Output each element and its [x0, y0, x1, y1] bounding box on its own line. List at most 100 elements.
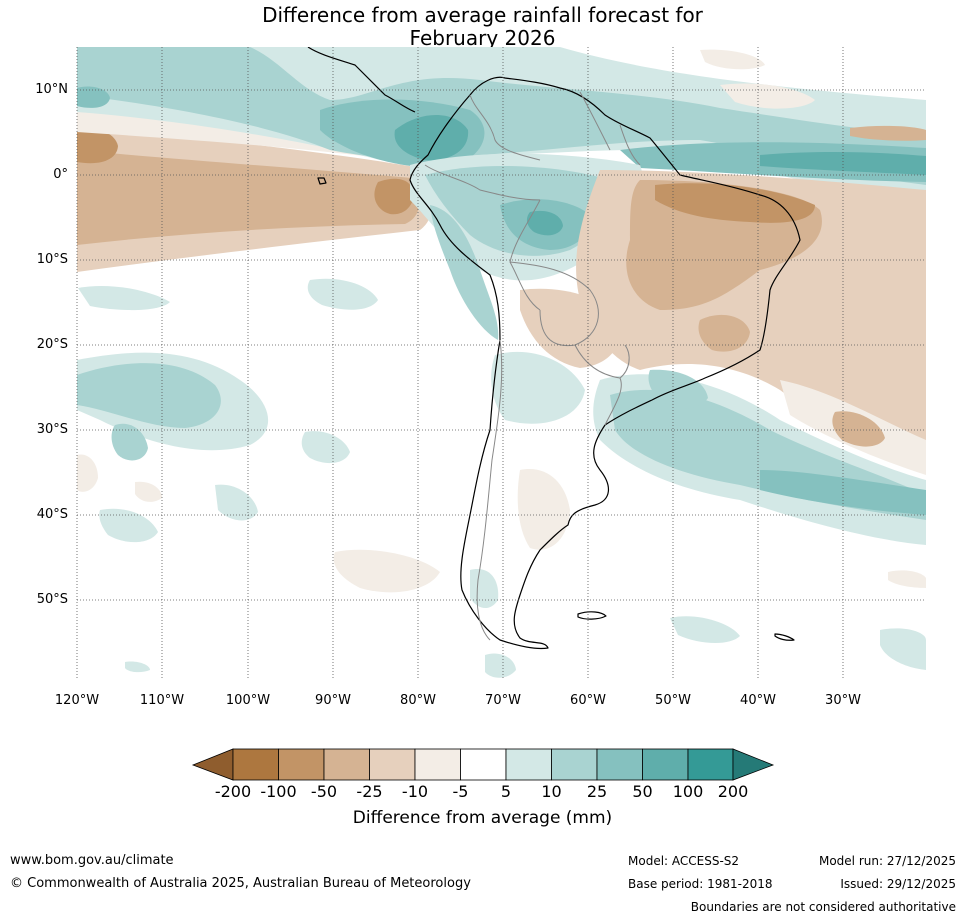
colorbar-tick-11: 200 — [717, 782, 749, 801]
border-bolivia — [509, 261, 599, 347]
wet-patch-drake — [485, 653, 516, 678]
colorbar-swatch-0 — [191, 748, 234, 781]
dry-chaco — [520, 288, 621, 368]
footer-model: Model: ACCESS-S2 — [628, 854, 740, 868]
colorbar-tick-3: -25 — [356, 782, 383, 801]
colorbar-swatch-11 — [687, 748, 734, 781]
lon-label-30w: 30°W — [825, 693, 861, 708]
wet-patch-south-atlantic-east — [670, 616, 740, 644]
lon-label-100w: 100°W — [225, 693, 271, 708]
wet-patch-115w-40s — [99, 508, 158, 543]
lon-label-120w: 120°W — [54, 693, 100, 708]
lon-label-110w: 110°W — [139, 693, 185, 708]
wet-south-pacific-patch — [111, 423, 148, 461]
central-america-coast — [307, 47, 416, 113]
wet-south-atlantic-strong — [760, 470, 926, 515]
colorbar-tick-0: -200 — [214, 782, 252, 801]
dry-band-north — [77, 110, 380, 158]
lon-label-50w: 50°W — [655, 693, 691, 708]
lat-label-40s: 40°S — [36, 507, 68, 522]
colorbar-swatch-9 — [596, 748, 643, 781]
wet-patch-110w — [78, 285, 170, 311]
colorbar-swatch-5 — [414, 748, 461, 781]
colorbar-swatch-3 — [323, 748, 370, 781]
colorbar-tick-4: -10 — [401, 782, 429, 801]
wet-south-pacific-east — [301, 431, 350, 464]
dry-patch-south-pacific — [333, 549, 440, 593]
colorbar-swatch-6 — [460, 748, 507, 781]
map-title-line-1: Difference from average rainfall forecas… — [262, 3, 703, 27]
border-guianas — [579, 91, 641, 166]
footer-url: www.bom.gov.au/climate — [10, 853, 174, 868]
dry-patch-30w-50s — [888, 570, 926, 588]
colorbar-swatch-4 — [369, 748, 416, 781]
dry-patch-north-east — [700, 49, 765, 70]
wet-core-atlantic — [760, 152, 926, 175]
wet-argentina-north-light — [491, 351, 585, 424]
dry-core-ecuador — [374, 178, 414, 215]
border-chile-argentina — [476, 339, 503, 641]
footer-base-period: Base period: 1981-2018 — [628, 877, 773, 891]
dry-brazil-core-central — [638, 255, 701, 310]
coastlines — [307, 47, 801, 650]
wet-uruguay — [648, 369, 708, 409]
lon-label-40w: 40°W — [740, 693, 776, 708]
graticule — [76, 47, 926, 680]
colorbar-tick-10: 100 — [672, 782, 704, 801]
dry-core-west — [77, 127, 118, 164]
lat-label-20s: 20°S — [36, 337, 68, 352]
colorbar-swatch-7 — [505, 748, 552, 781]
wet-band-north-medium — [77, 47, 926, 185]
border-argentina-brazil — [604, 377, 622, 426]
lat-label-0: 0° — [53, 167, 68, 182]
wet-patch-southeast — [880, 628, 926, 670]
colorbar-tick-5: -5 — [452, 782, 469, 801]
colorbar-swatch-10 — [642, 748, 689, 781]
footer-disclaimer: Boundaries are not considered authoritat… — [690, 900, 956, 914]
wet-andes-peru — [430, 205, 499, 340]
wet-south-pacific-medium — [77, 363, 221, 428]
south-georgia — [774, 633, 795, 641]
falklands — [577, 611, 607, 620]
wet-core-colombia — [394, 115, 469, 161]
colorbar-swatch-12 — [732, 748, 775, 781]
colorbar-swatch-1 — [232, 748, 279, 781]
lon-label-60w: 60°W — [570, 693, 606, 708]
colorbar-tick-8: 25 — [586, 782, 608, 801]
colorbar-tick-6: 5 — [500, 782, 512, 801]
colorbar-tick-9: 50 — [632, 782, 653, 801]
lat-label-10n: 10°N — [35, 82, 68, 97]
wet-patch-100w-40s — [215, 484, 258, 521]
colorbar-title: Difference from average (mm) — [352, 808, 613, 828]
wet-amazon-core — [526, 210, 563, 236]
lat-label-10s: 10°S — [36, 252, 68, 267]
dry-brazil-core-se — [698, 314, 750, 352]
border-colombia-peru — [424, 164, 541, 201]
lat-label-50s: 50°S — [36, 592, 68, 607]
footer-copyright: © Commonwealth of Australia 2025, Austra… — [10, 876, 471, 891]
galapagos — [317, 177, 327, 185]
footer-model-run: Model run: 27/12/2025 — [818, 854, 956, 868]
south-america-coast — [409, 76, 801, 650]
lon-label-90w: 90°W — [315, 693, 351, 708]
colorbar — [191, 748, 775, 781]
lon-label-80w: 80°W — [400, 693, 436, 708]
footer-issued: Issued: 29/12/2025 — [840, 877, 956, 891]
colorbar-tick-2: -50 — [310, 782, 338, 801]
dry-patch-120w — [77, 454, 98, 492]
wet-patch-pacific-west — [77, 86, 110, 108]
colorbar-swatch-8 — [551, 748, 598, 781]
anomaly-shading — [77, 47, 926, 680]
lon-label-70w: 70°W — [485, 693, 521, 708]
border-colombia-venezuela — [469, 94, 541, 161]
colorbar-tick-1: -100 — [260, 782, 297, 801]
dry-patch-30w-5n — [850, 125, 926, 141]
dry-patch-110w-35s — [135, 481, 162, 502]
country-borders — [424, 91, 641, 641]
map-title-line-2: February 2026 — [409, 26, 556, 50]
colorbar-tick-7: 10 — [541, 782, 562, 801]
lat-label-30s: 30°S — [36, 422, 68, 437]
wet-patch-sub-antarctic — [125, 661, 150, 673]
dry-patch-argentina — [517, 469, 570, 550]
wet-south-pacific-center — [307, 278, 378, 310]
